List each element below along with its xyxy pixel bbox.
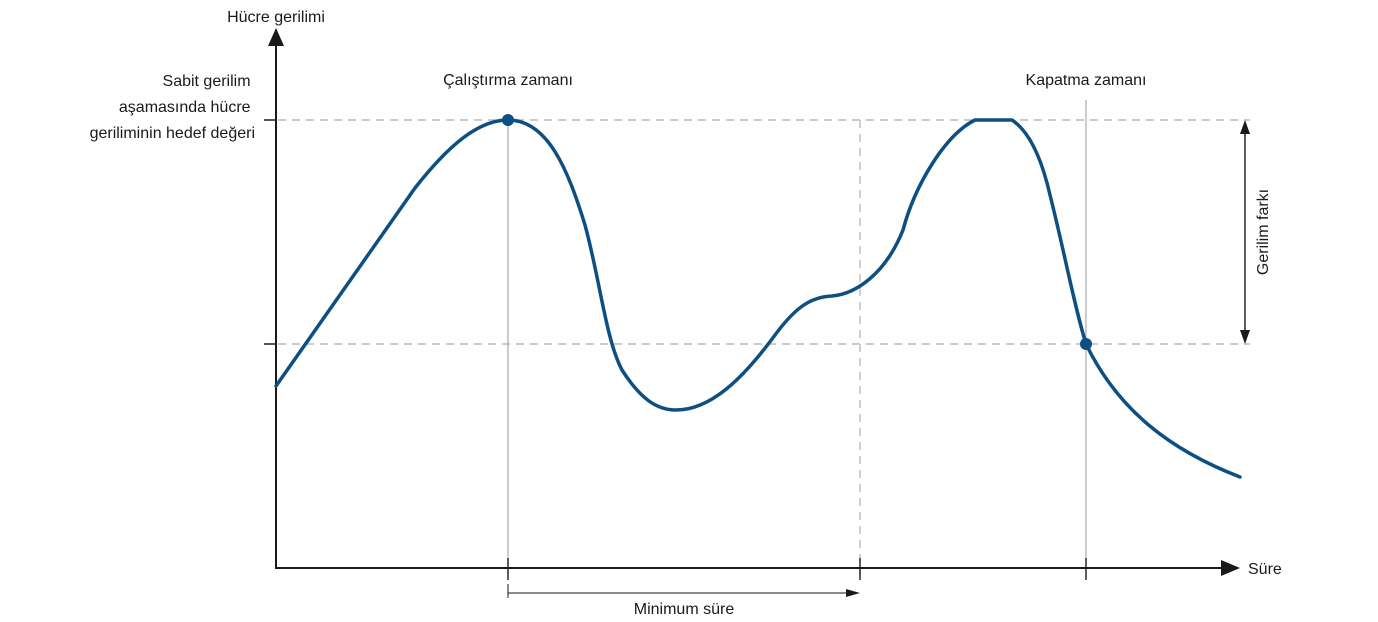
- start-point-marker: [502, 114, 514, 126]
- stop-point-marker: [1080, 338, 1092, 350]
- x-axis-label: Süre: [1248, 561, 1282, 578]
- y-axis-arrow: [268, 28, 284, 46]
- cell-voltage-curve: [274, 118, 1242, 479]
- target-voltage-label-line-3: geriliminin hedef değeri: [90, 125, 255, 142]
- voltage-diff-label: Gerilim farkı: [1255, 189, 1272, 275]
- stop-time-label: Kapatma zamanı: [1026, 72, 1147, 89]
- start-time-label: Çalıştırma zamanı: [443, 72, 573, 89]
- voltage-diff-arrow-top: [1240, 120, 1250, 134]
- voltage-diff-arrow-bottom: [1240, 330, 1250, 344]
- y-axis-label: Hücre gerilimi: [227, 9, 325, 26]
- target-voltage-label: Sabit gerilim aşamasında hücre gerilimin…: [90, 73, 255, 142]
- x-axis-arrow: [1221, 560, 1240, 576]
- target-voltage-label-line-1: Sabit gerilim: [163, 73, 251, 90]
- min-duration-label: Minimum süre: [634, 601, 735, 618]
- target-voltage-label-line-2: aşamasında hücre: [119, 99, 251, 116]
- min-duration-arrowhead: [846, 589, 860, 597]
